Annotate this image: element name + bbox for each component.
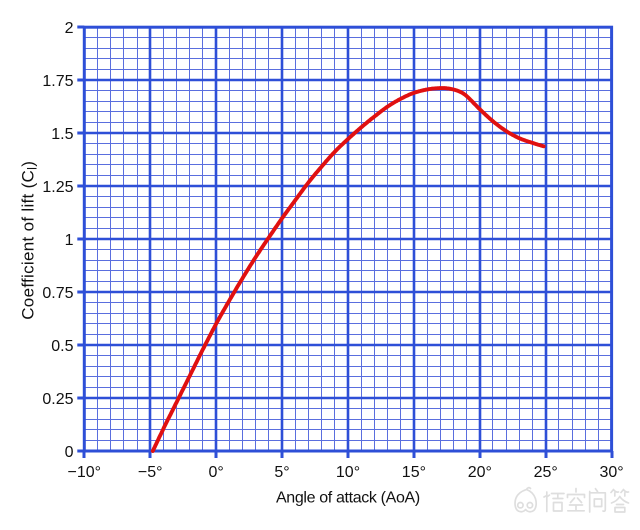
svg-text:0°: 0° [208, 464, 223, 481]
svg-text:25°: 25° [534, 464, 558, 481]
svg-text:20°: 20° [468, 464, 492, 481]
svg-text:1.25: 1.25 [42, 179, 73, 196]
svg-text:10°: 10° [336, 464, 360, 481]
svg-text:−10°: −10° [68, 464, 102, 481]
svg-text:0.75: 0.75 [42, 285, 73, 302]
svg-text:15°: 15° [402, 464, 426, 481]
svg-text:0.5: 0.5 [51, 338, 73, 355]
svg-text:30°: 30° [599, 464, 623, 481]
svg-text:0.25: 0.25 [42, 391, 73, 408]
svg-text:1: 1 [65, 232, 74, 249]
svg-text:0: 0 [65, 444, 74, 461]
svg-text:2: 2 [65, 20, 74, 37]
svg-text:1.5: 1.5 [51, 126, 73, 143]
svg-text:1.75: 1.75 [42, 73, 73, 90]
svg-text:5°: 5° [274, 464, 289, 481]
svg-text:Coefficient of lift (Cl): Coefficient of lift (Cl) [19, 161, 40, 320]
svg-text:−5°: −5° [138, 464, 163, 481]
svg-text:Angle of attack (AoA): Angle of attack (AoA) [276, 490, 420, 507]
